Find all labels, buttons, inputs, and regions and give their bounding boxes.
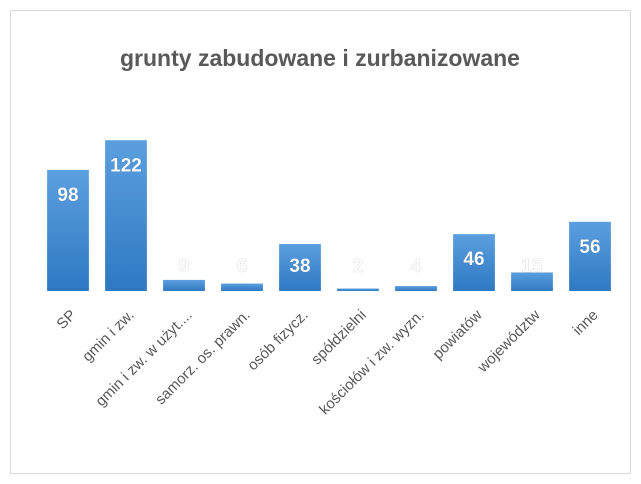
bar <box>395 286 437 291</box>
bar <box>511 272 553 291</box>
data-label: 56 <box>579 237 600 258</box>
data-label: 15 <box>521 256 543 277</box>
bar <box>337 288 379 291</box>
bar <box>221 283 263 291</box>
bar <box>279 244 321 291</box>
bar <box>47 169 89 291</box>
data-label: 9 <box>179 256 190 277</box>
data-label: 6 <box>237 256 248 277</box>
data-label: 46 <box>463 249 484 270</box>
bar <box>163 279 205 291</box>
data-label: 122 <box>110 155 142 176</box>
chart-title: grunty zabudowane i zurbanizowane <box>120 45 520 71</box>
data-label: 38 <box>289 256 310 277</box>
bar <box>453 234 495 291</box>
data-label: 4 <box>411 256 422 277</box>
bar <box>569 221 611 291</box>
data-label: 98 <box>57 185 78 206</box>
bar <box>105 140 147 291</box>
data-label: 2 <box>353 256 364 277</box>
